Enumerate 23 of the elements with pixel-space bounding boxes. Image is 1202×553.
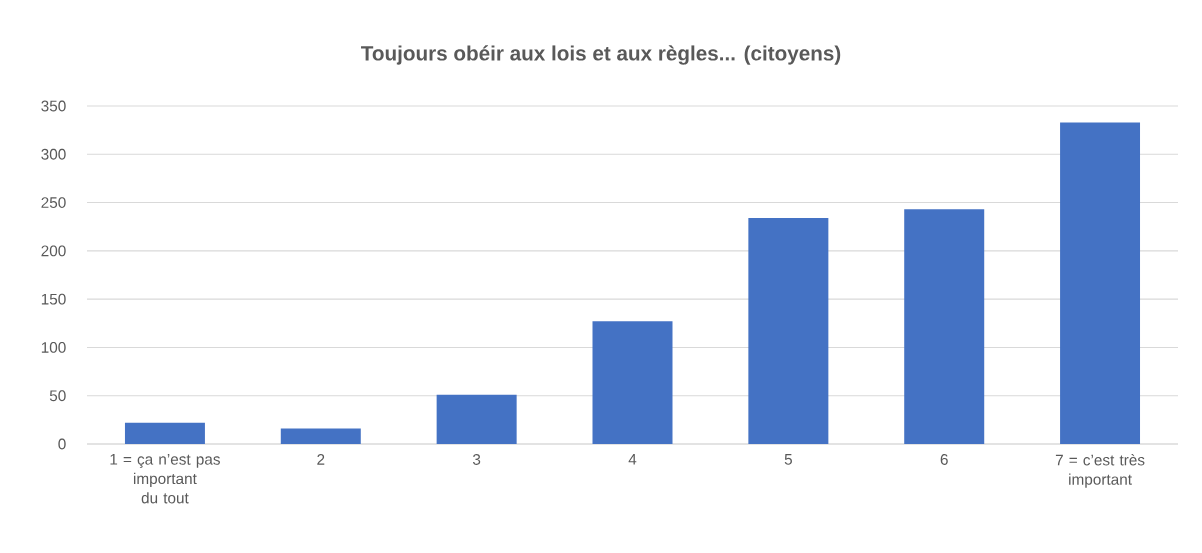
bar (592, 321, 673, 444)
x-tick-label: 1 = ça n’est pas important du tout (110, 454, 220, 504)
y-tick-label: 0 (58, 438, 66, 450)
x-tick-label: 3 (472, 454, 481, 465)
y-tick-label: 150 (41, 293, 66, 305)
x-tick-label: 7 = c’est très important (1055, 454, 1145, 488)
x-tick-label: 2 (317, 454, 325, 465)
x-tick-label: 6 (940, 454, 948, 465)
bar (904, 209, 985, 444)
chart-title: Toujours obéir aux lois et aux règles... (citoyens) (361, 45, 841, 65)
y-tick-label: 300 (41, 148, 66, 160)
bar (1060, 122, 1141, 444)
y-tick-label: 200 (41, 245, 66, 257)
y-tick-label: 50 (49, 390, 66, 402)
bar (748, 218, 829, 444)
bar (436, 394, 517, 444)
bar (280, 428, 361, 444)
y-tick-label: 100 (41, 342, 66, 353)
y-tick-label: 250 (41, 197, 66, 208)
x-tick-label: 4 (628, 454, 637, 465)
bar (124, 422, 205, 444)
y-tick-label: 350 (41, 100, 66, 112)
x-tick-label: 5 (784, 454, 792, 465)
